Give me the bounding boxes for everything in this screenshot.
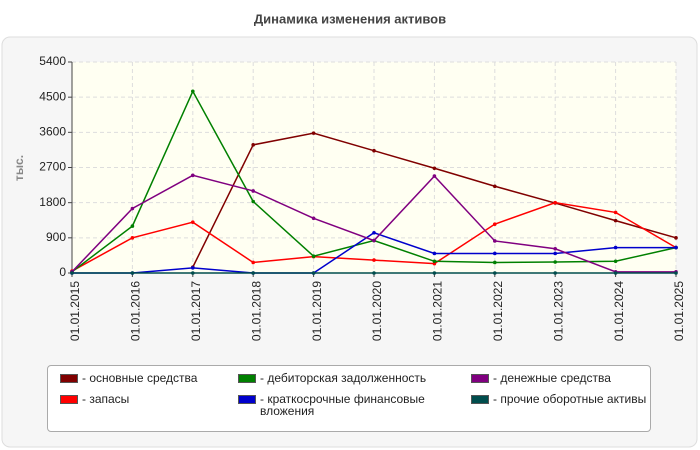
x-tick-label: 01.01.2015 <box>68 281 82 341</box>
point <box>251 189 255 193</box>
point <box>674 271 678 275</box>
legend-swatch <box>471 394 489 404</box>
point <box>493 222 497 226</box>
chart-title: Динамика изменения активов <box>254 11 446 26</box>
point <box>613 271 618 275</box>
point <box>191 173 195 178</box>
x-tick-label: 01.01.2021 <box>431 281 445 341</box>
point <box>613 210 618 215</box>
point <box>553 271 557 275</box>
point <box>553 200 557 205</box>
point <box>553 251 557 256</box>
point <box>130 224 135 228</box>
legend-item: - денежные средства <box>467 372 657 393</box>
y-axis-label: тыс. <box>12 155 26 181</box>
y-tick-label: 4500 <box>39 89 66 103</box>
point <box>372 230 376 235</box>
x-tick-label: 01.01.2022 <box>491 281 505 341</box>
x-tick-label: 01.01.2017 <box>189 281 203 341</box>
point <box>674 245 678 250</box>
legend-swatch <box>238 394 256 404</box>
point <box>311 216 316 221</box>
point <box>251 271 255 275</box>
point <box>251 143 255 147</box>
legend-item: - запасы <box>56 393 226 426</box>
point <box>311 131 316 135</box>
x-tick-label: 01.01.2023 <box>551 281 565 341</box>
point <box>493 260 497 265</box>
point <box>130 206 135 211</box>
point <box>613 218 618 223</box>
point <box>251 199 255 204</box>
y-tick-label: 3600 <box>39 125 66 139</box>
point <box>432 259 437 264</box>
y-tick-label: 5400 <box>39 54 66 68</box>
point <box>130 271 135 275</box>
legend-label: - денежные средства <box>493 371 611 385</box>
x-tick-label: 01.01.2016 <box>129 281 143 341</box>
legend-label: - основные средства <box>82 371 198 385</box>
legend-item: - прочие оборотные активы <box>467 393 657 426</box>
point <box>493 251 497 256</box>
x-tick-label: 01.01.2020 <box>370 281 384 341</box>
y-tick-label: 900 <box>46 230 66 244</box>
point <box>372 271 376 275</box>
point <box>432 174 437 178</box>
point <box>191 89 195 94</box>
y-tick-label: 2700 <box>39 160 66 174</box>
legend-item: - основные средства <box>56 372 226 393</box>
point <box>432 166 437 171</box>
legend-label: - краткосрочные финансовые вложения <box>260 391 425 418</box>
x-tick-label: 01.01.2018 <box>249 281 263 341</box>
legend-item: - краткосрочные финансовые вложения <box>234 393 459 426</box>
legend-swatch <box>60 374 78 383</box>
point <box>432 251 437 256</box>
point <box>70 271 74 275</box>
point <box>493 271 497 275</box>
legend: - основные средства - запасы - дебиторская… <box>47 365 651 432</box>
legend-item: - дебиторская задолженность <box>234 372 459 393</box>
point <box>251 260 255 265</box>
x-tick-label: 01.01.2025 <box>672 281 686 341</box>
legend-swatch <box>60 394 78 404</box>
point <box>311 271 316 275</box>
y-tick-label: 1800 <box>39 195 66 209</box>
legend-swatch <box>238 374 256 383</box>
point <box>613 245 618 250</box>
point <box>493 184 497 189</box>
point <box>191 266 195 270</box>
point <box>674 236 678 240</box>
point <box>372 238 376 243</box>
x-tick-label: 01.01.2024 <box>612 281 626 341</box>
point <box>432 271 437 275</box>
legend-label: - запасы <box>82 391 130 406</box>
point <box>493 239 497 243</box>
point <box>553 246 557 251</box>
legend-swatch <box>471 374 489 383</box>
point <box>553 260 557 264</box>
point <box>372 148 376 153</box>
y-tick-label: 0 <box>59 265 66 279</box>
point <box>191 220 195 225</box>
point <box>372 258 376 262</box>
x-tick-label: 01.01.2019 <box>310 281 324 341</box>
point <box>613 259 618 264</box>
point <box>311 254 316 258</box>
legend-label: - прочие оборотные активы <box>493 391 647 406</box>
point <box>191 271 195 275</box>
point <box>130 236 135 240</box>
legend-label: - дебиторская задолженность <box>260 371 427 385</box>
